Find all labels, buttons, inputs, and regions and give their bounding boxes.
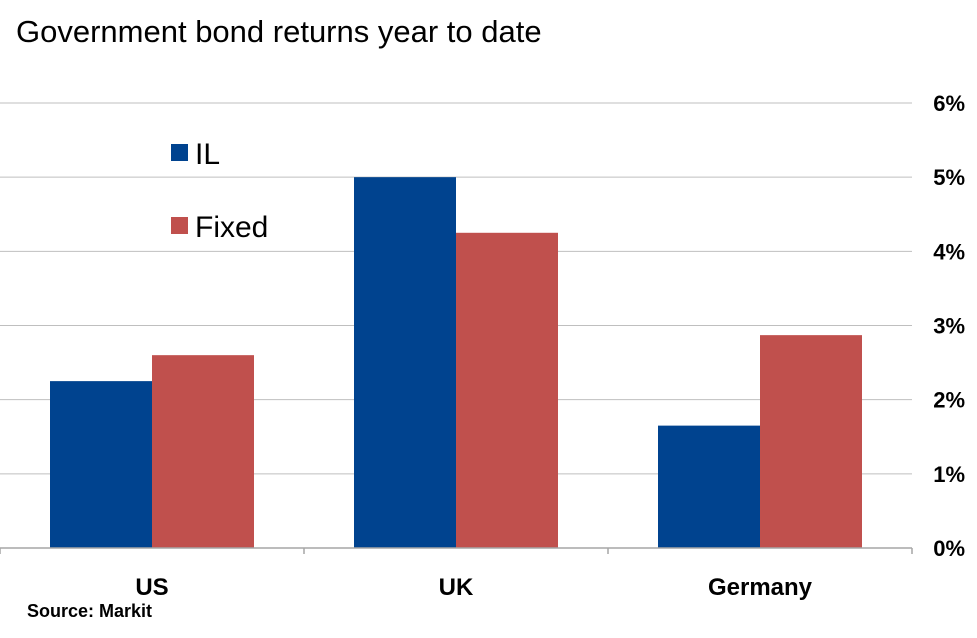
legend: IL Fixed xyxy=(171,138,268,244)
bar-il-germany xyxy=(658,425,760,548)
chart-title: Government bond returns year to date xyxy=(16,14,542,49)
y-tick-label: 6% xyxy=(933,91,965,116)
bar-fixed-us xyxy=(152,355,254,548)
legend-swatch-il xyxy=(171,144,188,161)
bar-fixed-uk xyxy=(456,232,558,548)
source-note: Source: Markit xyxy=(27,601,153,621)
bars xyxy=(50,177,862,548)
legend-label-il: IL xyxy=(195,138,220,171)
y-tick-label: 0% xyxy=(933,536,965,561)
bar-il-uk xyxy=(354,177,456,548)
legend-label-fixed: Fixed xyxy=(195,211,268,244)
legend-swatch-fixed xyxy=(171,217,188,234)
bar-fixed-germany xyxy=(760,335,862,548)
y-tick-label: 5% xyxy=(933,165,965,190)
bar-il-us xyxy=(50,381,152,548)
axes: 0% 1% 2% 3% 4% 5% 6% US UK Germany xyxy=(0,91,965,601)
y-tick-label: 3% xyxy=(933,314,965,339)
category-label: UK xyxy=(439,574,474,601)
category-label: Germany xyxy=(708,574,813,601)
y-tick-label: 4% xyxy=(933,239,965,264)
y-tick-label: 1% xyxy=(933,462,965,487)
category-label: US xyxy=(135,574,168,601)
y-tick-label: 2% xyxy=(933,388,965,413)
